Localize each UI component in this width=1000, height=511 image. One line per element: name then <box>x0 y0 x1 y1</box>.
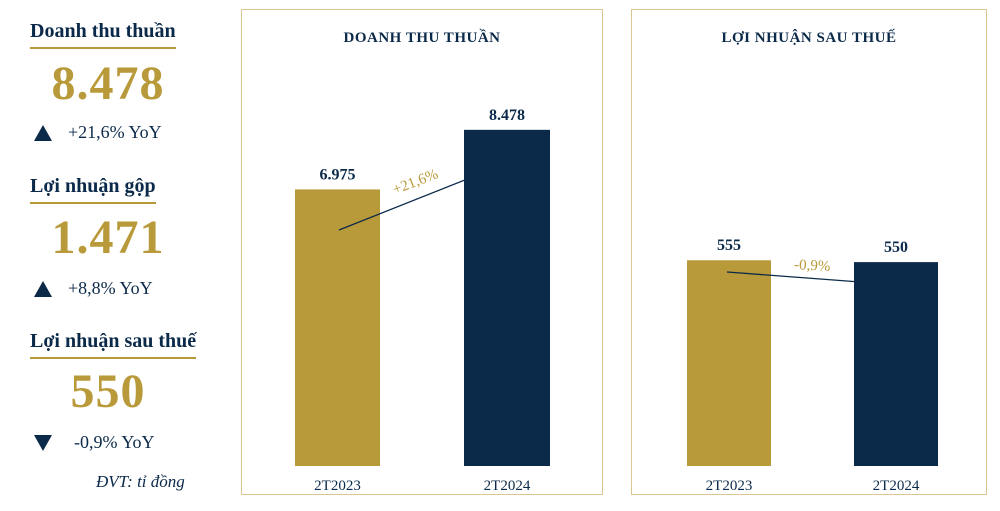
category-label-2T2024: 2T2024 <box>873 478 920 494</box>
bar-2T2024 <box>854 262 938 466</box>
kpi-value-net-profit: 550 <box>70 365 146 418</box>
category-label-2T2023: 2T2023 <box>314 478 361 494</box>
growth-arrow <box>338 160 513 231</box>
kpi-change-revenue: +21,6% YoY <box>34 122 162 143</box>
data-label-2T2023: 555 <box>717 237 741 254</box>
data-label-2T2024: 550 <box>884 239 908 256</box>
bar-2T2023 <box>687 260 771 466</box>
growth-label: +21,6% <box>391 166 441 198</box>
category-label-2T2024: 2T2024 <box>484 478 531 494</box>
kpi-change-net-profit-text: -0,9% YoY <box>74 432 155 452</box>
data-label-2T2024: 8.478 <box>489 107 525 124</box>
kpi-title-gross-profit: Lợi nhuận gộp <box>30 175 156 204</box>
kpi-change-gross-profit: +8,8% YoY <box>34 278 153 299</box>
growth-arrow <box>726 271 903 291</box>
chart-panel-net-profit: LỢI NHUẬN SAU THUẾ 555 2T2023 550 2T2024 -0,… <box>631 9 987 495</box>
unit-note: ĐVT: tỉ đồng <box>96 472 185 491</box>
chart-panel-revenue: DOANH THU THUẦN 6.975 2T2023 8.478 2T2024 +2… <box>241 9 603 495</box>
kpi-title-net-profit: Lợi nhuận sau thuế <box>30 330 197 359</box>
kpi-change-gross-profit-text: +8,8% YoY <box>68 278 153 298</box>
kpi-value-gross-profit: 1.471 <box>51 211 165 264</box>
data-label-2T2023: 6.975 <box>320 166 356 183</box>
arrow-down-icon <box>34 434 52 451</box>
kpi-title-revenue: Doanh thu thuần <box>30 20 176 49</box>
growth-label: -0,9% <box>794 257 831 275</box>
revenue-bar-chart: 6.975 2T2023 8.478 2T2024 +21,6% <box>295 107 550 494</box>
net-profit-bar-chart: 555 2T2023 550 2T2024 -0,9% <box>687 237 938 494</box>
bar-2T2024 <box>464 129 550 467</box>
category-label-2T2023: 2T2023 <box>706 478 753 494</box>
kpi-change-net-profit: -0,9% YoY <box>34 432 155 453</box>
kpi-value-revenue: 8.478 <box>51 57 165 110</box>
arrow-up-icon <box>34 280 52 297</box>
bar-2T2023 <box>295 189 380 466</box>
arrow-up-icon <box>34 124 52 141</box>
kpi-change-revenue-text: +21,6% YoY <box>68 122 162 142</box>
chart-title-revenue: DOANH THU THUẦN <box>343 30 501 46</box>
chart-title-net-profit: LỢI NHUẬN SAU THUẾ <box>721 30 897 46</box>
